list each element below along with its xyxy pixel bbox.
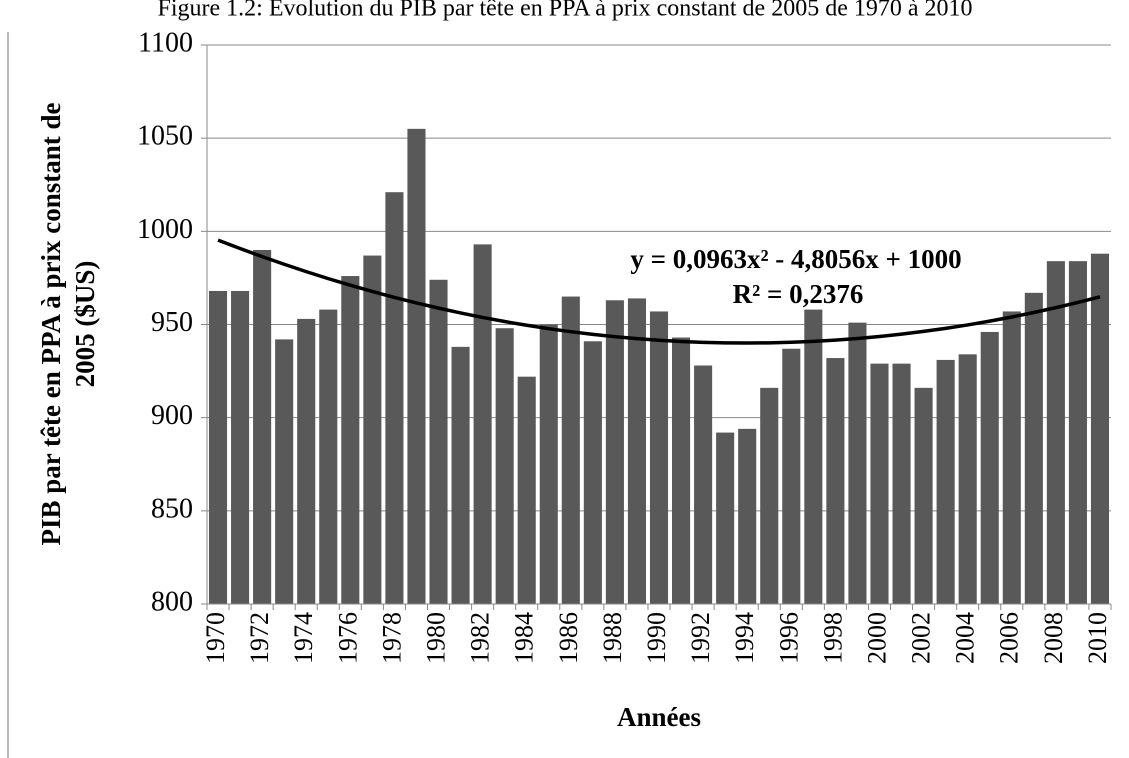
- x-axis-label: Années: [617, 702, 701, 732]
- x-tick-label: 2004: [951, 612, 980, 664]
- bar: [936, 359, 955, 604]
- y-tick-label: 900: [151, 400, 193, 431]
- bar: [429, 279, 448, 604]
- bar: [363, 255, 382, 604]
- trend-r2: R² = 0,2376: [733, 279, 864, 309]
- bar: [649, 311, 669, 604]
- bar: [716, 432, 735, 604]
- trend-equation: y = 0,0963x² - 4,8056x + 1000: [630, 244, 961, 274]
- trend-line: [217, 238, 1101, 345]
- x-tick-label: 1982: [466, 612, 495, 664]
- bar: [958, 354, 977, 604]
- bar: [627, 298, 646, 604]
- bar: [980, 331, 999, 604]
- x-tick-label: 1980: [421, 612, 450, 664]
- y-tick-label: 1000: [137, 214, 193, 245]
- x-tick-label: 1972: [245, 612, 274, 664]
- x-tick-label: 2006: [995, 612, 1024, 664]
- x-tick-label: 2010: [1083, 612, 1112, 664]
- bar: [539, 324, 558, 604]
- y-axis-label-line: PIB par tête en PPA à prix constant de: [36, 102, 66, 545]
- x-tick-label: 1978: [377, 612, 406, 664]
- x-tick-label: 2002: [907, 612, 936, 664]
- bar: [473, 244, 492, 605]
- bar: [583, 341, 602, 604]
- x-tick-label: 1986: [554, 612, 583, 664]
- bar: [870, 363, 889, 604]
- bar: [1068, 261, 1087, 604]
- bar: [208, 290, 228, 604]
- x-tick-label: 1984: [510, 612, 539, 664]
- bar: [760, 387, 779, 604]
- bar: [782, 348, 801, 604]
- bar: [1046, 261, 1065, 604]
- bar: [517, 376, 536, 604]
- bar: [804, 309, 823, 604]
- y-tick-label: 1050: [137, 121, 193, 152]
- bar: [914, 387, 933, 604]
- x-tick-label: 1976: [333, 612, 362, 664]
- x-tick-label: 1996: [774, 612, 803, 664]
- bar: [385, 192, 404, 604]
- x-tick-label: 1970: [201, 612, 230, 664]
- x-tick-label: 1998: [818, 612, 847, 664]
- bar: [407, 128, 426, 604]
- y-tick-label: 950: [151, 307, 193, 338]
- bar: [826, 358, 845, 604]
- y-axis-label: PIB par tête en PPA à prix constant de 2…: [36, 102, 100, 545]
- bar: [451, 346, 470, 604]
- x-tick-label: 1994: [730, 612, 759, 664]
- y-axis-label-line: 2005 ($US): [70, 261, 100, 388]
- bar: [1024, 292, 1043, 604]
- bar: [341, 276, 360, 604]
- chart-title: Figure 1.2: Évolution du PIB par tête en…: [157, 0, 972, 22]
- bar: [892, 363, 911, 604]
- bar: [848, 322, 867, 604]
- bar: [605, 300, 624, 604]
- x-tick-label: 1974: [289, 612, 318, 664]
- bar: [275, 339, 294, 604]
- x-tick-label: 1990: [642, 612, 671, 664]
- bar: [1090, 253, 1110, 604]
- x-tick-label: 1992: [686, 612, 715, 664]
- y-tick-label: 1100: [138, 27, 193, 58]
- bar: [319, 309, 338, 604]
- bar: [253, 249, 272, 604]
- bar: [694, 365, 713, 604]
- y-tick-label: 850: [151, 493, 193, 524]
- bar: [738, 428, 757, 604]
- y-tick-label: 800: [151, 586, 193, 617]
- bar: [561, 296, 580, 604]
- x-tick-label: 2000: [862, 612, 891, 664]
- bar: [1002, 311, 1021, 604]
- x-tick-label: 1988: [598, 612, 627, 664]
- bar: [495, 328, 514, 604]
- bar: [672, 337, 691, 604]
- bar: [297, 318, 316, 604]
- bar: [231, 290, 250, 604]
- x-tick-label: 2008: [1039, 612, 1068, 664]
